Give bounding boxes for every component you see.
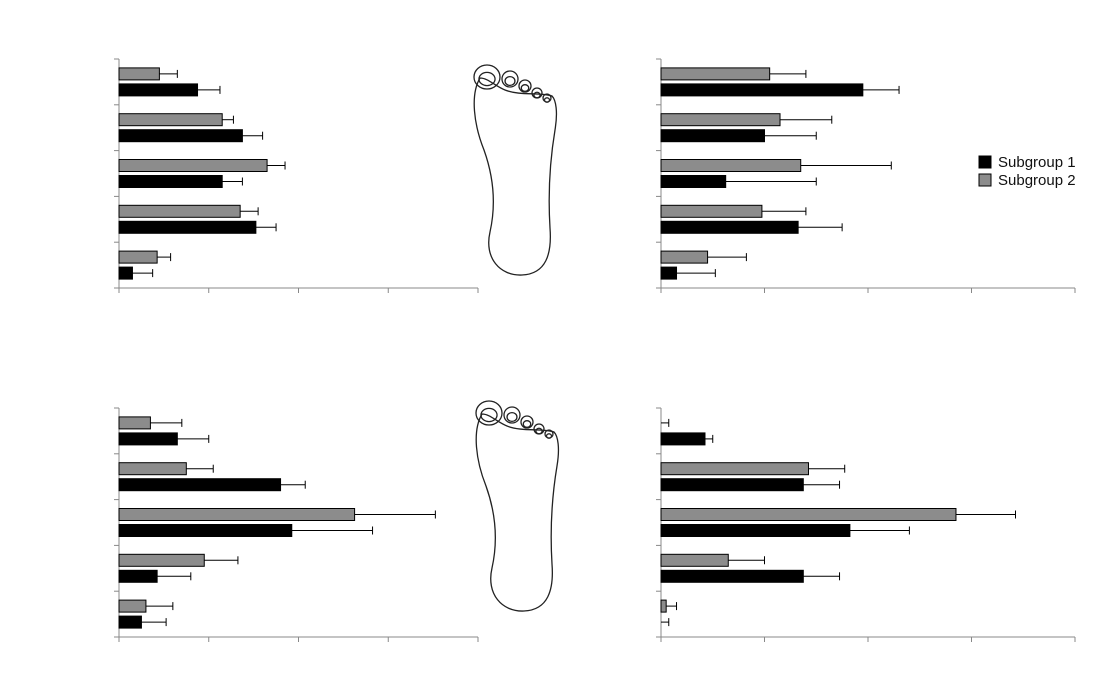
- bar-subgroup-2: [118, 599, 147, 613]
- chart-panel-pref-10: [114, 58, 479, 293]
- bar-subgroup-2: [660, 553, 729, 567]
- bar-subgroup-2: [118, 250, 158, 264]
- foot-sole-outline: [473, 77, 558, 276]
- foot-toenail: [543, 97, 551, 103]
- bar-subgroup-1: [660, 478, 804, 492]
- bar-subgroup-2: [118, 204, 241, 218]
- foot-toenail: [533, 91, 541, 99]
- bar-subgroup-2: [118, 67, 160, 81]
- foot-toenail: [480, 407, 498, 423]
- bar-subgroup-2: [660, 599, 667, 613]
- bar-subgroup-1: [118, 220, 257, 234]
- foot-shape: [473, 64, 558, 276]
- chart-legend: Subgroup 1 Subgroup 2: [978, 154, 1076, 189]
- chart-panel-f5: [114, 407, 479, 642]
- foot-toenail: [520, 84, 530, 92]
- bar-subgroup-1: [660, 129, 765, 143]
- foot-toe-outline: [518, 79, 532, 93]
- chart-panel-f10: [656, 407, 1076, 642]
- bar-subgroup-1: [118, 175, 223, 188]
- bar-subgroup-2: [660, 159, 802, 172]
- panels-layer: [114, 58, 1076, 642]
- foot-toe-outline: [475, 400, 503, 426]
- bar-subgroup-2: [118, 159, 268, 172]
- legend-swatch-subgroup-2: [978, 173, 992, 187]
- foot-toenail: [504, 75, 516, 87]
- foot-toe-outline: [473, 64, 501, 90]
- bar-subgroup-2: [118, 553, 205, 567]
- foot-outline-icon: [475, 400, 560, 612]
- legend-label-subgroup-1: Subgroup 1: [998, 154, 1076, 171]
- foot-outline-icon: [473, 64, 558, 276]
- bar-subgroup-1: [660, 266, 678, 280]
- foot-toenail: [478, 71, 496, 87]
- foot-toenail: [545, 433, 553, 439]
- bar-subgroup-1: [118, 129, 243, 143]
- foot-toenail: [535, 427, 543, 435]
- foot-toe-outline: [501, 70, 519, 88]
- legend-label-subgroup-2: Subgroup 2: [998, 172, 1076, 189]
- bar-subgroup-1: [660, 83, 864, 97]
- bar-subgroup-1: [660, 524, 851, 537]
- bar-subgroup-1: [118, 569, 158, 583]
- chart-panel-f1: [656, 58, 1076, 293]
- bar-subgroup-1: [660, 220, 799, 234]
- bar-subgroup-2: [118, 462, 187, 476]
- bar-subgroup-2: [660, 204, 763, 218]
- bar-subgroup-1: [118, 266, 133, 280]
- bar-subgroup-1: [118, 83, 199, 97]
- foot-toenail: [506, 411, 518, 423]
- bar-subgroup-2: [660, 113, 781, 127]
- bar-subgroup-2: [118, 416, 151, 430]
- foot-toe-outline: [520, 415, 534, 429]
- bar-subgroup-1: [660, 432, 706, 446]
- legend-swatch-subgroup-1: [978, 155, 992, 169]
- bar-subgroup-2: [660, 508, 957, 521]
- bar-subgroup-2: [660, 250, 709, 264]
- bar-subgroup-2: [660, 67, 771, 81]
- bar-subgroup-1: [118, 524, 293, 537]
- foot-shape: [475, 400, 560, 612]
- bar-subgroup-1: [118, 478, 282, 492]
- bar-subgroup-2: [660, 462, 809, 476]
- bar-subgroup-2: [118, 113, 223, 127]
- bar-subgroup-1: [660, 569, 804, 583]
- foot-toenail: [522, 420, 532, 428]
- foot-toe-outline: [503, 406, 521, 424]
- bar-subgroup-1: [118, 432, 178, 446]
- bar-subgroup-1: [660, 175, 727, 188]
- bar-subgroup-1: [118, 615, 142, 629]
- foot-sole-outline: [475, 413, 560, 612]
- bar-subgroup-2: [118, 508, 356, 521]
